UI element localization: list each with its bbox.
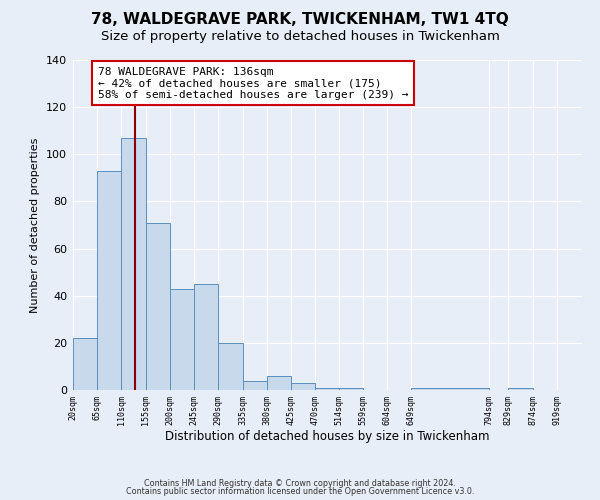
Bar xyxy=(97,171,121,390)
Bar xyxy=(242,380,267,390)
Bar xyxy=(267,376,291,390)
Bar xyxy=(73,338,97,390)
Bar xyxy=(170,288,194,390)
Bar xyxy=(218,343,242,390)
Bar xyxy=(315,388,339,390)
Bar xyxy=(291,383,315,390)
Text: 78, WALDEGRAVE PARK, TWICKENHAM, TW1 4TQ: 78, WALDEGRAVE PARK, TWICKENHAM, TW1 4TQ xyxy=(91,12,509,28)
Bar xyxy=(339,388,363,390)
Text: 78 WALDEGRAVE PARK: 136sqm
← 42% of detached houses are smaller (175)
58% of sem: 78 WALDEGRAVE PARK: 136sqm ← 42% of deta… xyxy=(97,66,408,100)
Text: Size of property relative to detached houses in Twickenham: Size of property relative to detached ho… xyxy=(101,30,499,43)
Bar xyxy=(194,284,218,390)
Bar xyxy=(508,388,533,390)
Y-axis label: Number of detached properties: Number of detached properties xyxy=(31,138,40,312)
X-axis label: Distribution of detached houses by size in Twickenham: Distribution of detached houses by size … xyxy=(165,430,489,444)
Bar xyxy=(121,138,146,390)
Text: Contains public sector information licensed under the Open Government Licence v3: Contains public sector information licen… xyxy=(126,487,474,496)
Text: Contains HM Land Registry data © Crown copyright and database right 2024.: Contains HM Land Registry data © Crown c… xyxy=(144,478,456,488)
Bar xyxy=(412,388,490,390)
Bar xyxy=(146,222,170,390)
